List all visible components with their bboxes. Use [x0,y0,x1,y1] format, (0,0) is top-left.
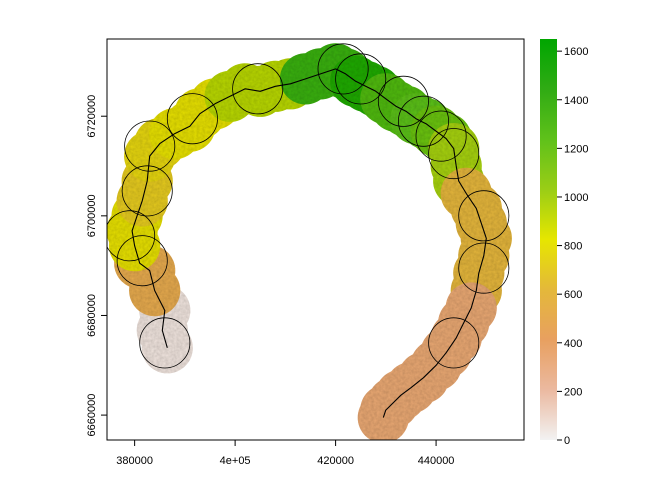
buffer-circle [232,63,284,115]
buffer-circle [458,242,510,294]
legend-colorbar [540,39,557,440]
y-tick-label: 6700000 [86,194,98,237]
buffer-circle [458,190,510,242]
buffer-circle [377,75,429,127]
plot-frame [106,38,525,441]
legend-tick-label: 1200 [564,143,588,155]
x-tick-label: 440000 [418,455,455,467]
y-tick-label: 6680000 [86,294,98,337]
buffer-circle [428,317,480,369]
legend-tick-label: 0 [564,435,570,447]
buffer-circle [116,235,168,287]
buffer-circle [139,317,191,369]
buffer-circle [166,93,218,145]
legend-ticks: 0 200 400 600 800 1000 1200 1400 1600 [557,46,588,447]
x-tick-label: 380000 [116,455,153,467]
buffer-circle [121,165,173,217]
legend-tick-label: 600 [564,289,582,301]
buffer-circle [317,43,369,95]
x-axis: 380000 4e+05 420000 440000 [116,440,454,467]
buffer-circles [107,43,510,369]
y-tick-label: 6720000 [86,95,98,138]
x-tick-label: 4e+05 [220,455,251,467]
legend-tick-label: 1000 [564,192,588,204]
legend-tick-label: 800 [564,241,582,253]
legend-tick-label: 200 [564,386,582,398]
buffer-circle [335,53,387,105]
x-tick-label: 420000 [317,455,354,467]
river-line [131,68,487,418]
legend-tick-label: 400 [564,338,582,350]
buffer-circle [107,210,156,262]
legend-tick-label: 1400 [564,95,588,107]
y-axis: 6660000 6680000 6700000 6720000 [86,95,107,437]
buffer-circle [415,110,467,162]
color-legend: 0 200 400 600 800 1000 1200 1400 1600 [540,39,588,447]
buffer-circle [428,128,480,180]
y-tick-label: 6660000 [86,394,98,437]
river-track [131,68,487,418]
legend-tick-label: 1600 [564,46,588,58]
buffer-circle [397,95,449,147]
buffer-circle [124,120,176,172]
elevation-raster [107,43,512,440]
